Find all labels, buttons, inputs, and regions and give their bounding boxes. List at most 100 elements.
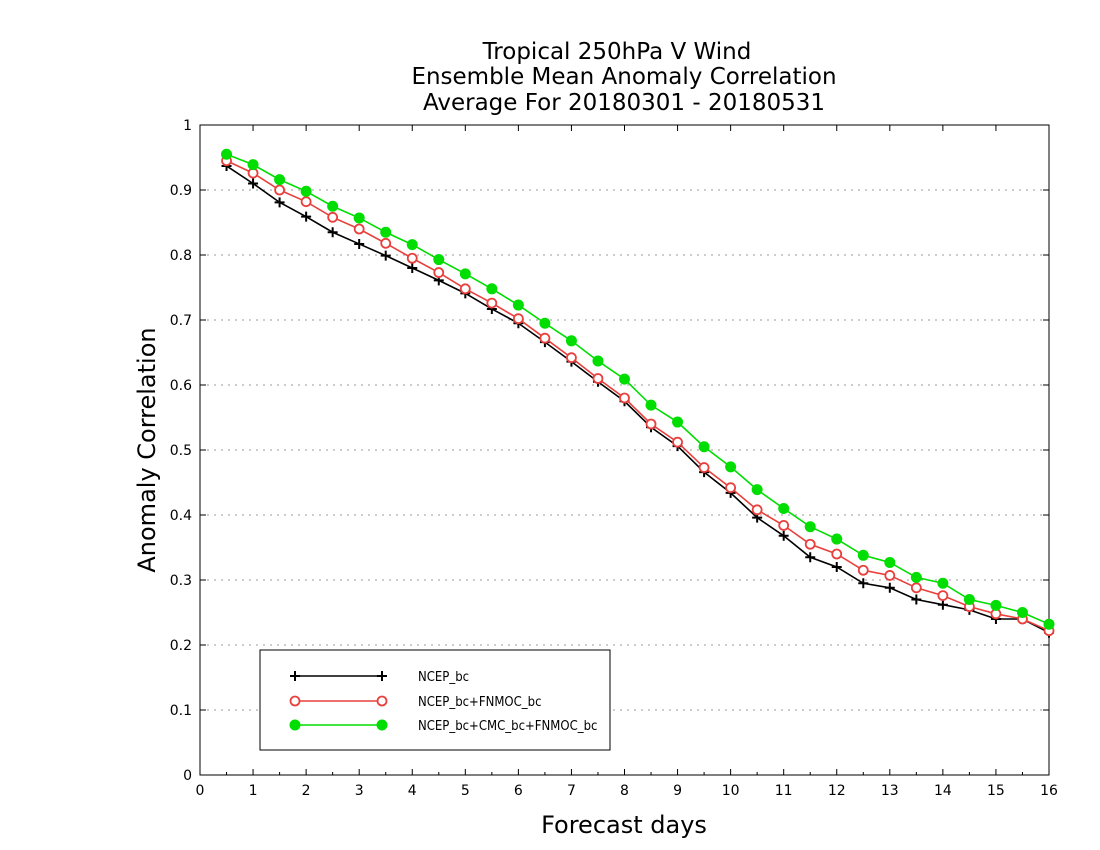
x-tick-label: 7 [567,783,576,799]
gridlines [200,189,1049,711]
data-point [804,521,816,533]
legend-label: NCEP_bc+FNMOC_bc [418,695,542,710]
x-tick-label: 2 [302,783,311,799]
data-point [274,184,285,196]
data-point [619,373,630,385]
data-point [1016,607,1028,618]
series-layer [221,148,1055,638]
data-point [248,178,259,189]
data-point [910,582,922,594]
legend-marker [289,719,301,731]
legend-marker [290,671,300,681]
data-point [354,238,365,249]
legend-marker [376,695,388,707]
title-line-3: Average For 20180301 - 20180531 [423,90,825,116]
data-point [512,299,524,311]
data-point [406,239,418,251]
x-tick-label: 3 [355,783,364,799]
x-tick-label: 0 [196,783,205,799]
data-point [327,227,338,238]
legend-marker [376,719,388,731]
data-point [937,590,949,601]
data-point [831,548,843,560]
data-point [300,185,312,197]
legend: NCEP_bc NCEP_bc+FNMOC_bc NCEP_bc+CMC_bc+FN… [259,649,611,751]
data-point [406,252,418,264]
title-line-2: Ensemble Mean Anomaly Correlation [411,64,836,90]
data-point [804,538,816,550]
data-point [247,159,259,171]
data-point [380,226,392,238]
data-point [911,594,922,605]
x-tick-label: 12 [828,783,846,799]
data-point [539,317,551,329]
data-point [725,482,737,494]
series-line [226,160,1050,632]
data-point [778,520,790,531]
y-tick-label: 0.5 [170,443,192,459]
y-tick-label: 0.3 [170,573,192,589]
data-point [884,582,895,593]
data-point [910,571,922,583]
data-point [990,599,1002,611]
data-point [963,594,975,605]
x-tick-label: 8 [620,783,629,799]
x-tick-label: 14 [934,783,952,799]
data-point [221,148,233,160]
data-point [672,416,684,428]
title-line-1: Tropical 250hPa V Wind [482,39,752,65]
x-tick-label: 5 [461,783,470,799]
y-tick-label: 0.9 [170,183,192,199]
x-tick-label: 11 [775,783,793,799]
x-tick-label: 16 [1040,783,1058,799]
data-point [565,335,577,347]
data-point [512,313,524,325]
y-tick-label: 0.2 [170,638,192,654]
y-tick-label: 0.8 [170,248,192,264]
data-point [751,504,763,516]
data-point [274,197,285,208]
y-axis-title: Anomaly Correlation [133,327,161,572]
chart-title: Tropical 250hPa V Wind Ensemble Mean Ano… [411,39,836,116]
x-tick-label: 6 [514,783,523,799]
data-point [645,418,657,430]
x-tick-label: 4 [408,783,417,799]
data-point [937,577,949,589]
legend-label: NCEP_bc+CMC_bc+FNMOC_bc [418,719,597,734]
data-point [353,212,365,224]
data-point [831,533,843,545]
y-tick-label: 0.7 [170,313,192,329]
y-tick-label: 1 [183,118,192,134]
data-point [433,254,445,266]
legend-marker [289,695,301,707]
data-point [327,200,339,212]
data-point [353,223,365,235]
x-axis: 0 1 2 3 4 5 6 7 8 9 10 11 12 13 14 15 16 [196,125,1058,799]
x-tick-label: 10 [722,783,740,799]
series-1 [221,155,1055,637]
data-point [831,562,842,572]
data-point [805,552,816,563]
x-tick-label: 13 [881,783,899,799]
data-point [301,211,312,222]
data-point [884,570,896,581]
data-point [937,599,948,610]
x-tick-label: 9 [673,783,682,799]
data-point [459,268,471,280]
data-point [300,196,312,208]
y-tick-label: 0.6 [170,378,192,394]
legend-box [259,649,611,751]
data-point [486,297,498,309]
legend-entry-2: NCEP_bc+CMC_bc+FNMOC_bc [289,719,597,734]
data-point [274,174,286,186]
data-point [566,352,577,364]
data-point [857,549,869,561]
data-point [380,237,392,249]
legend-entry-1: NCEP_bc+FNMOC_bc [289,695,542,710]
data-point [857,564,869,576]
data-point [327,211,339,223]
series-2 [221,148,1055,630]
data-point [858,578,869,589]
data-point [407,263,418,273]
